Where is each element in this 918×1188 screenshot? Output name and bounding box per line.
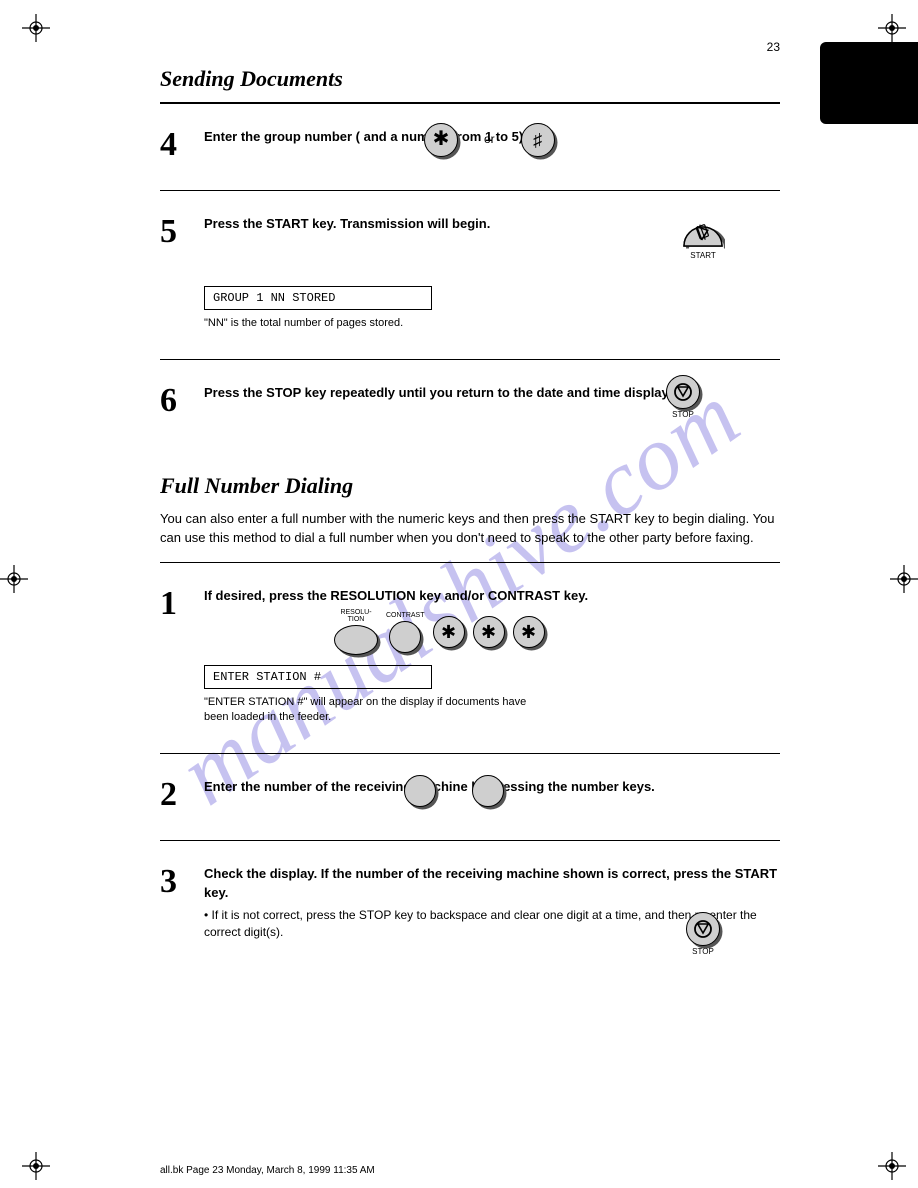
- crop-mark-icon: [22, 14, 50, 42]
- step-number: 1: [160, 587, 188, 621]
- page-number: 23: [160, 40, 780, 54]
- stop-button-icon: STOP: [686, 912, 720, 957]
- divider: [160, 359, 780, 360]
- star-key-icon: ✱: [424, 123, 458, 157]
- number-key-icon: [404, 775, 436, 807]
- or-label: or: [484, 131, 495, 148]
- step-row: 6 Press the STOP key repeatedly until yo…: [160, 384, 780, 435]
- lcd-caption: "ENTER STATION #" will appear on the dis…: [204, 695, 534, 725]
- number-key-icon: [472, 775, 504, 807]
- hash-key-icon: ♯: [521, 123, 555, 157]
- crop-mark-icon: [890, 565, 918, 593]
- start-button-icon: START: [681, 212, 725, 261]
- step-row: 3 Check the display. If the number of th…: [160, 865, 780, 947]
- stop-button-icon: STOP: [666, 375, 700, 420]
- lcd-display: ENTER STATION #: [204, 665, 432, 689]
- section-tab: [820, 42, 918, 124]
- crop-mark-icon: [878, 14, 906, 42]
- step-row: 1 If desired, press the RESOLUTION key a…: [160, 587, 780, 656]
- star-key-icon: ✱: [513, 616, 545, 648]
- step-number: 6: [160, 384, 188, 418]
- page-content: 23 Sending Documents 4 Enter the group n…: [160, 40, 780, 956]
- lcd-display: GROUP 1 NN STORED: [204, 286, 432, 310]
- section-intro: You can also enter a full number with th…: [160, 509, 780, 548]
- step-number: 3: [160, 865, 188, 899]
- divider: [160, 562, 780, 563]
- lcd-caption: "NN" is the total number of pages stored…: [204, 316, 780, 331]
- divider: [160, 753, 780, 754]
- crop-mark-icon: [22, 1152, 50, 1180]
- step-row: 4 Enter the group number ( and a number …: [160, 128, 780, 162]
- section-heading: Full Number Dialing: [160, 473, 780, 499]
- contrast-button-icon: CONTRAST: [386, 612, 425, 654]
- crop-mark-icon: [0, 565, 28, 593]
- crop-mark-icon: [878, 1152, 906, 1180]
- step-row: 2 Enter the number of the receiving mach…: [160, 778, 780, 812]
- resolution-button-icon: RESOLU-TION: [334, 609, 378, 655]
- step-row: 5 Press the START key. Transmission will…: [160, 215, 780, 276]
- page-heading: Sending Documents: [160, 66, 780, 92]
- step-number: 4: [160, 128, 188, 162]
- star-key-icon: ✱: [433, 616, 465, 648]
- step-number: 5: [160, 215, 188, 249]
- footer-text: all.bk Page 23 Monday, March 8, 1999 11:…: [160, 1165, 375, 1176]
- step-title: If desired, press the RESOLUTION key and…: [204, 587, 780, 606]
- star-key-icon: ✱: [473, 616, 505, 648]
- step-number: 2: [160, 778, 188, 812]
- divider: [160, 190, 780, 191]
- divider: [160, 840, 780, 841]
- divider: [160, 102, 780, 104]
- step-title: Check the display. If the number of the …: [204, 865, 780, 903]
